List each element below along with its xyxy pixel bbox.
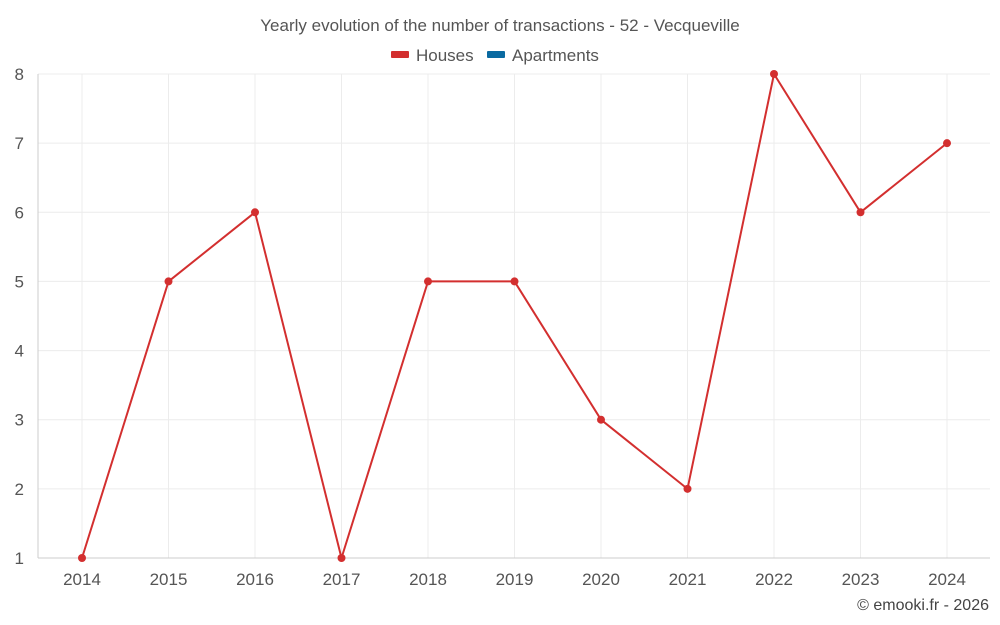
y-tick-label: 5 [15, 272, 24, 291]
series-layer [78, 70, 951, 562]
grid [38, 73, 990, 558]
legend-label-apartments: Apartments [512, 46, 599, 65]
y-tick-label: 1 [15, 549, 24, 568]
legend-item-apartments[interactable]: Apartments [487, 46, 599, 65]
data-point-houses[interactable] [424, 277, 432, 286]
x-tick-label: 2017 [323, 570, 361, 589]
legend-item-houses[interactable]: Houses [391, 46, 474, 65]
x-tick-label: 2016 [236, 570, 274, 589]
data-point-houses[interactable] [164, 277, 173, 286]
x-tick-label: 2021 [669, 570, 707, 589]
credit-text: © emooki.fr - 2026 [857, 597, 989, 614]
data-point-houses[interactable] [770, 70, 778, 78]
legend-swatch-houses [391, 51, 409, 58]
x-tick-label: 2015 [150, 570, 188, 589]
x-tick-label: 2023 [842, 570, 880, 589]
y-tick-label: 2 [15, 480, 24, 499]
x-tick-label: 2024 [928, 570, 966, 589]
data-point-houses[interactable] [510, 277, 519, 286]
data-point-houses[interactable] [683, 484, 692, 493]
data-point-houses[interactable] [856, 208, 865, 217]
y-axis-ticks: 1 2 3 4 5 6 7 8 [15, 65, 24, 568]
data-point-houses[interactable] [251, 208, 259, 217]
legend: Houses Apartments [391, 46, 599, 65]
axes [37, 74, 990, 559]
legend-label-houses: Houses [416, 46, 474, 65]
data-point-houses[interactable] [943, 139, 951, 148]
x-tick-label: 2022 [755, 570, 793, 589]
x-tick-label: 2020 [582, 570, 620, 589]
data-point-houses[interactable] [78, 554, 86, 562]
x-tick-label: 2018 [409, 570, 447, 589]
chart-title: Yearly evolution of the number of transa… [260, 16, 739, 35]
data-point-houses[interactable] [337, 554, 346, 562]
x-tick-label: 2019 [496, 570, 534, 589]
x-axis-ticks: 2014 2015 2016 2017 2018 2019 2020 2021 2022 2023… [63, 570, 966, 589]
y-tick-label: 6 [15, 203, 24, 222]
y-tick-label: 3 [15, 411, 24, 430]
y-tick-label: 8 [15, 65, 24, 84]
y-tick-label: 7 [15, 134, 24, 153]
y-tick-label: 4 [15, 342, 24, 361]
legend-swatch-apartments [487, 51, 505, 58]
x-tick-label: 2014 [63, 570, 101, 589]
data-point-houses[interactable] [597, 415, 605, 424]
